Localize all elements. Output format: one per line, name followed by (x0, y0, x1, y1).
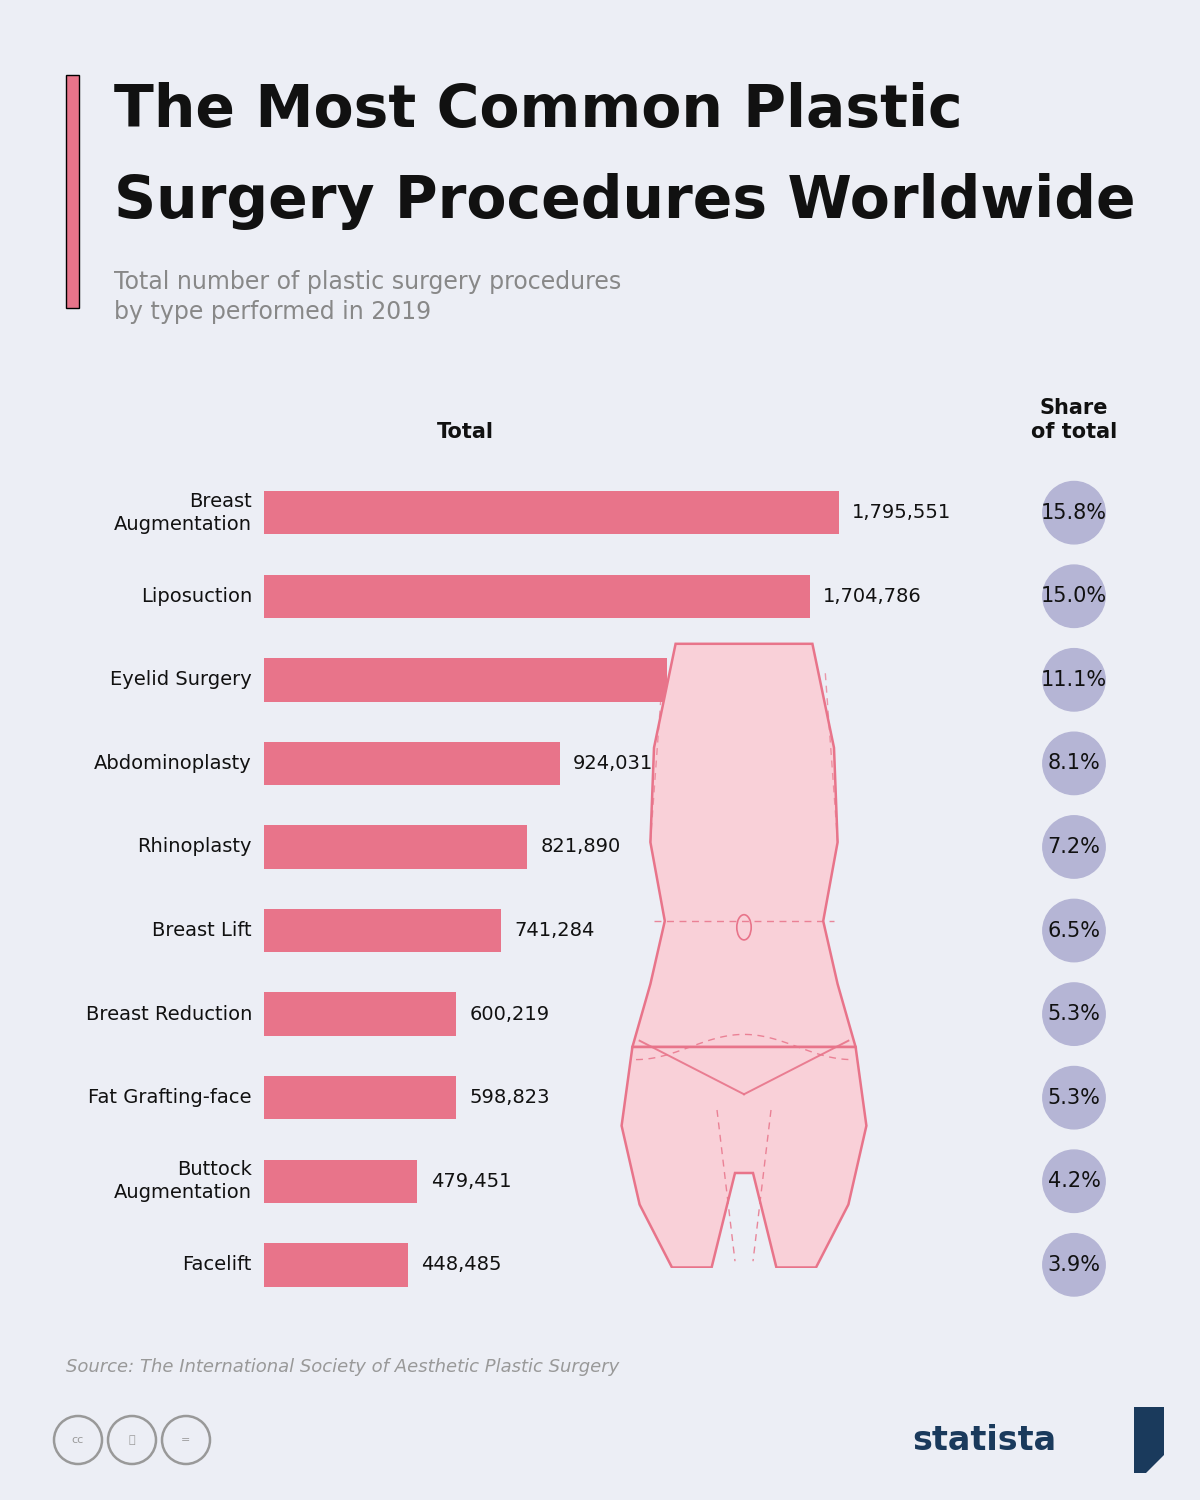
Text: 5.3%: 5.3% (1048, 1088, 1100, 1107)
Text: Eyelid Surgery: Eyelid Surgery (110, 670, 252, 690)
Text: Breast Lift: Breast Lift (152, 921, 252, 940)
Text: 4.2%: 4.2% (1048, 1172, 1100, 1191)
Text: 479,451: 479,451 (431, 1172, 511, 1191)
Text: 7.2%: 7.2% (1048, 837, 1100, 856)
Text: 1,259,839: 1,259,839 (680, 670, 780, 690)
Text: 6.5%: 6.5% (1048, 921, 1100, 940)
Text: 1,704,786: 1,704,786 (823, 586, 922, 606)
Bar (264, 1244, 408, 1287)
Text: 741,284: 741,284 (515, 921, 595, 940)
Text: Rhinoplasty: Rhinoplasty (138, 837, 252, 856)
Text: 1,795,551: 1,795,551 (852, 503, 952, 522)
Polygon shape (632, 644, 856, 1047)
Text: Surgery Procedures Worldwide: Surgery Procedures Worldwide (114, 172, 1135, 230)
Text: 821,890: 821,890 (540, 837, 620, 856)
Bar (264, 993, 456, 1036)
Bar (264, 490, 839, 534)
Text: 924,031: 924,031 (574, 754, 653, 772)
Text: 8.1%: 8.1% (1048, 753, 1100, 774)
Text: Liposuction: Liposuction (140, 586, 252, 606)
Bar (264, 1160, 418, 1203)
Text: cc: cc (72, 1436, 84, 1444)
Bar (264, 1076, 456, 1119)
Bar (264, 741, 559, 784)
Bar (264, 825, 527, 868)
Text: 11.1%: 11.1% (1040, 670, 1108, 690)
Text: 448,485: 448,485 (421, 1256, 502, 1275)
Bar (264, 658, 667, 702)
Text: 15.0%: 15.0% (1040, 586, 1108, 606)
Text: Total number of plastic surgery procedures: Total number of plastic surgery procedur… (114, 270, 622, 294)
Text: =: = (181, 1436, 191, 1444)
Text: Abdominoplasty: Abdominoplasty (94, 754, 252, 772)
Text: ⓘ: ⓘ (128, 1436, 136, 1444)
Text: Total: Total (437, 422, 493, 441)
Text: Share
of total: Share of total (1031, 398, 1117, 442)
Text: 3.9%: 3.9% (1048, 1256, 1100, 1275)
Text: by type performed in 2019: by type performed in 2019 (114, 300, 431, 324)
Text: Breast Reduction: Breast Reduction (85, 1005, 252, 1023)
Text: 15.8%: 15.8% (1042, 503, 1108, 522)
Text: Breast
Augmentation: Breast Augmentation (114, 492, 252, 534)
Text: Buttock
Augmentation: Buttock Augmentation (114, 1161, 252, 1202)
Text: 600,219: 600,219 (469, 1005, 550, 1023)
Polygon shape (622, 1047, 866, 1268)
Text: statista: statista (912, 1424, 1056, 1456)
Bar (264, 574, 810, 618)
Text: The Most Common Plastic: The Most Common Plastic (114, 82, 962, 140)
Bar (264, 909, 502, 952)
Text: Fat Grafting-face: Fat Grafting-face (89, 1088, 252, 1107)
Text: Facelift: Facelift (182, 1256, 252, 1275)
Text: 5.3%: 5.3% (1048, 1004, 1100, 1025)
Text: 598,823: 598,823 (469, 1088, 550, 1107)
Text: Source: The International Society of Aesthetic Plastic Surgery: Source: The International Society of Aes… (66, 1358, 619, 1376)
